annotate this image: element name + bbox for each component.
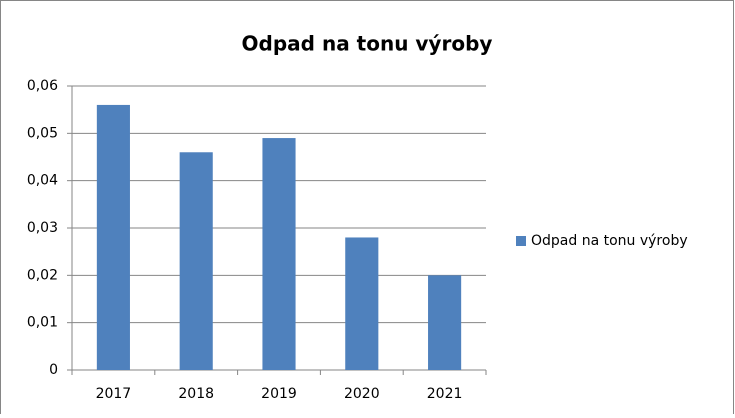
y-tick-label: 0,02	[27, 267, 58, 283]
bar	[179, 152, 213, 370]
y-tick-label: 0,06	[27, 78, 58, 94]
x-tick-label: 2019	[261, 386, 297, 402]
bar	[96, 104, 130, 370]
y-tick-label: 0,01	[27, 315, 58, 331]
x-tick-label: 2020	[344, 386, 380, 402]
y-tick-label: 0,05	[27, 125, 58, 141]
y-tick-label: 0,04	[27, 173, 58, 189]
legend-label: Odpad na tonu výroby	[531, 233, 688, 249]
y-tick-label: 0	[49, 362, 58, 378]
x-tick-label: 2017	[96, 386, 132, 402]
bar	[428, 275, 462, 370]
bar	[345, 237, 379, 370]
y-tick-label: 0,03	[27, 220, 58, 236]
legend-swatch	[516, 236, 526, 246]
x-tick-label: 2021	[427, 386, 463, 402]
chart-title: Odpad na tonu výroby	[242, 32, 493, 56]
x-tick-label: 2018	[178, 386, 214, 402]
bar	[262, 138, 296, 370]
